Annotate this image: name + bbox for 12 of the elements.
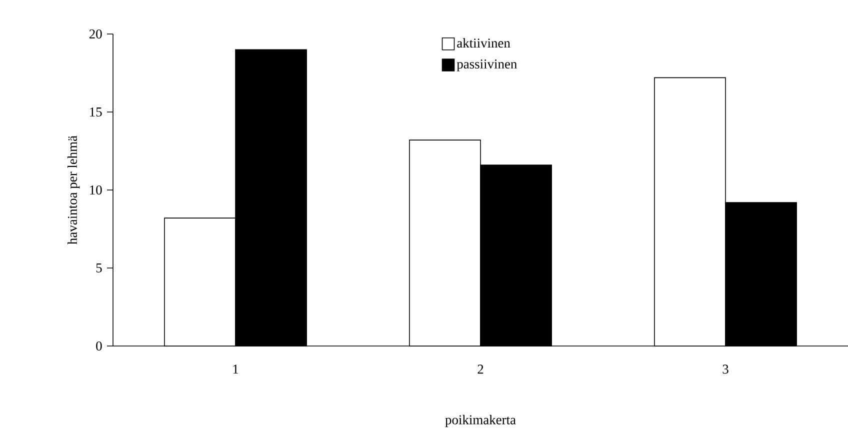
y-tick-label: 15 [90,107,102,116]
x-tick-label: 1 [233,364,238,374]
legend-label: passiivinen [456,60,517,72]
y-tick-label: 10 [90,185,102,195]
y-tick-label: 0 [96,341,102,351]
x-tick-label: 3 [722,364,728,374]
x-tick-label: 2 [478,364,484,374]
legend-label: aktiivinen [457,38,510,48]
y-tick-label: 5 [96,264,102,272]
y-tick-label: 20 [89,29,102,39]
x-axis-title: poikimakerta [445,414,516,428]
y-axis-title: havaintoa per lehmä [68,136,80,244]
